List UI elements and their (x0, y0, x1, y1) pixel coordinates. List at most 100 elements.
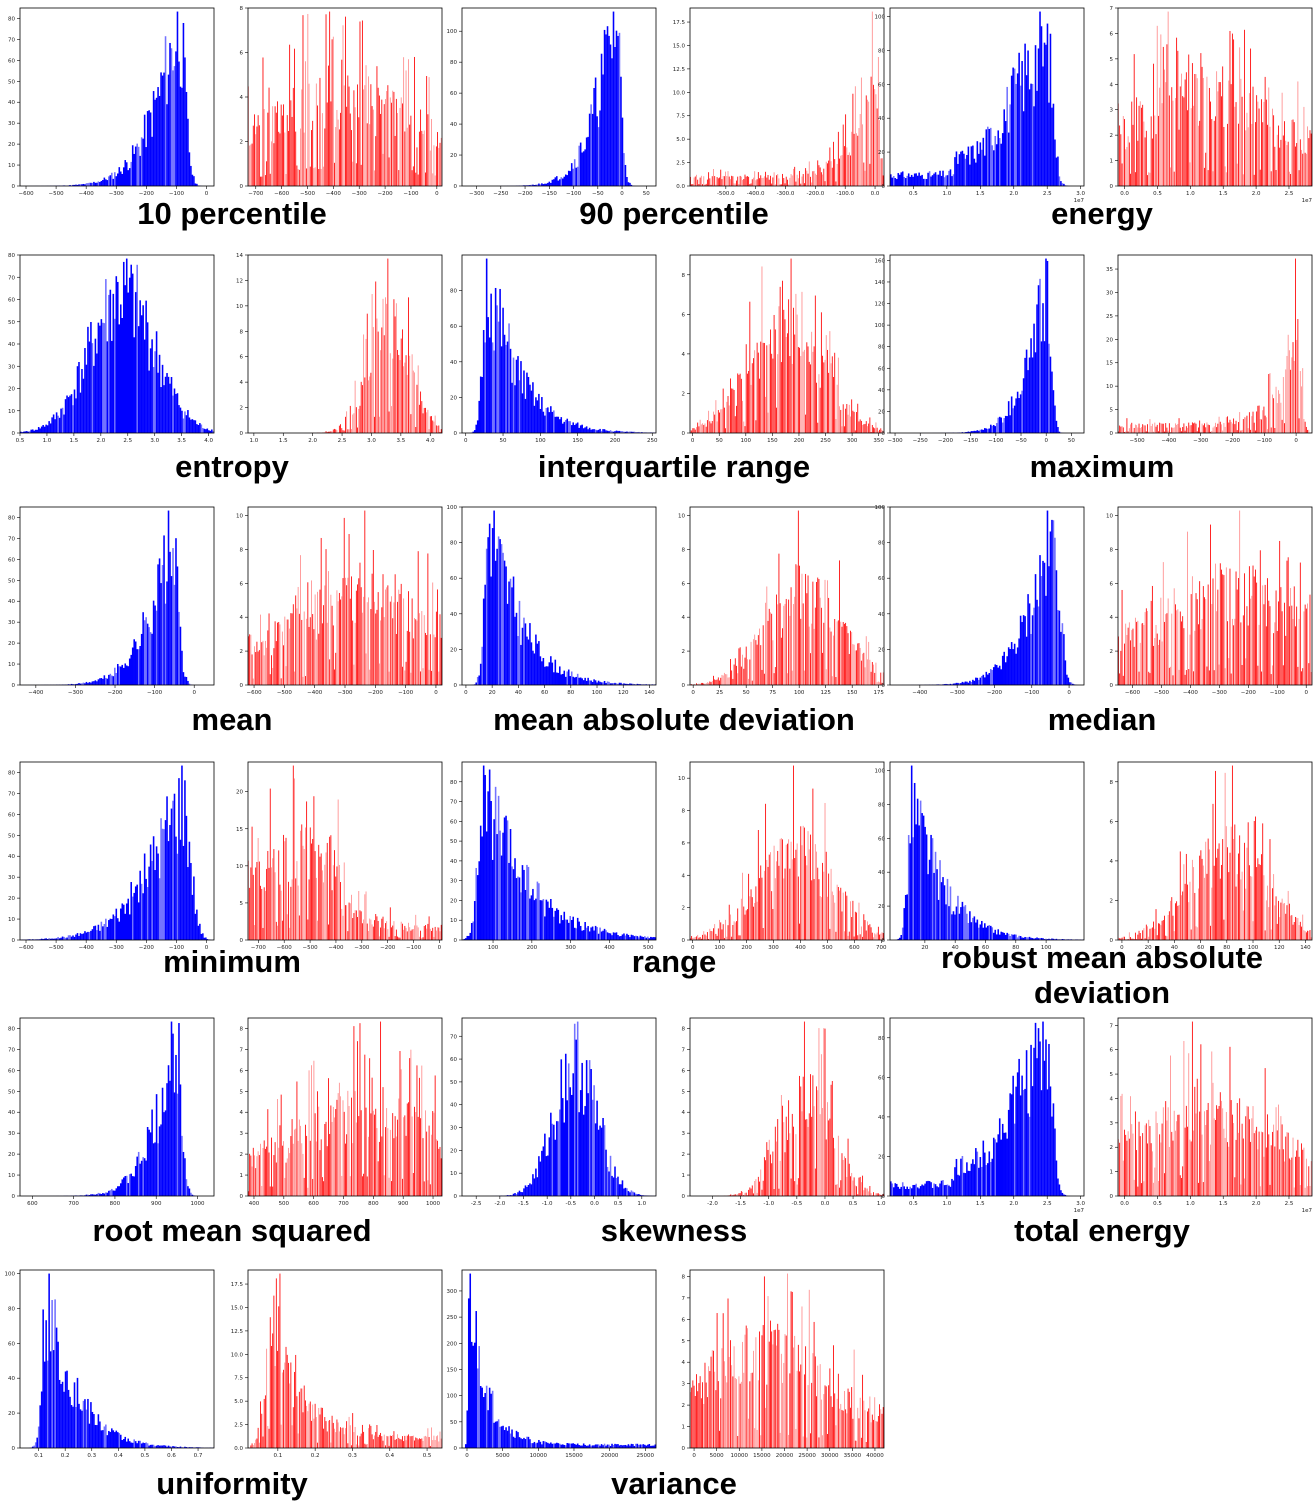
10-percentile-right-bar (315, 83, 317, 186)
median-right-xtick-label: 0 (1304, 690, 1308, 696)
range-right-xtick-label: 0 (691, 945, 695, 951)
mean-right-bar (440, 637, 442, 685)
mean-absolute-deviation-left-ytick-label: 40 (450, 612, 457, 618)
minimum-right-bar (319, 856, 321, 940)
mean-right-bar (307, 582, 309, 685)
minimum-left-ytick-label: 80 (8, 770, 15, 776)
energy-left-bar (1055, 157, 1058, 186)
skewness-left-bar (608, 1171, 610, 1196)
root-mean-squared-right-bar (428, 1125, 430, 1196)
interquartile-range-right-bar (753, 358, 754, 433)
mean-left-bar (169, 551, 171, 685)
minimum-right-bar (440, 924, 442, 940)
minimum-left-bar (117, 918, 119, 940)
energy-left-xtick-label: 1.0 (942, 191, 951, 197)
10-percentile-right-bar (422, 134, 424, 186)
root-mean-squared-left-bar (151, 1109, 153, 1196)
energy-right-bar (1144, 137, 1146, 186)
range-left-bar (633, 936, 636, 940)
range-right-bar (757, 830, 759, 940)
range-right-bar (711, 931, 713, 940)
interquartile-range-left-bar (530, 390, 533, 433)
minimum-right-bar (267, 850, 269, 940)
90-percentile-right-bar (777, 174, 779, 186)
interquartile-range-right-bar (717, 410, 719, 433)
90-percentile-right-bar (794, 166, 796, 186)
root-mean-squared-left-bar (166, 1083, 168, 1196)
minimum-left-bar (93, 926, 95, 940)
entropy-left-bar (64, 399, 67, 433)
mean-absolute-deviation-right-bar (814, 607, 816, 685)
root-mean-squared-left-bar (155, 1094, 158, 1196)
skewness-left-bar (635, 1193, 637, 1196)
minimum-right-bar (324, 864, 326, 940)
entropy-left-bar (72, 405, 74, 433)
entropy-right-bar (338, 425, 340, 433)
mean-absolute-deviation-right-bar (716, 679, 718, 685)
maximum-right-bar (1201, 423, 1203, 433)
robust-mean-absolute-deviation-right-bar (1189, 881, 1191, 940)
root-mean-squared-left-bar (139, 1163, 141, 1196)
median-left-bar (1043, 562, 1046, 685)
interquartile-range-left-xtick-label: 0 (464, 438, 468, 444)
minimum-right-bar (409, 927, 411, 940)
root-mean-squared-right-bar (280, 1094, 282, 1196)
minimum-right-bar (281, 920, 283, 940)
median-left-bar (961, 681, 964, 685)
interquartile-range-left-bar (493, 350, 495, 433)
energy-right-bar (1280, 139, 1282, 186)
skewness-left-xtick-label: -0.5 (565, 1201, 576, 1207)
entropy-right-bar (383, 335, 385, 433)
10-percentile-right-bar (249, 145, 251, 186)
range-left-ytick-label: 40 (450, 859, 457, 865)
minimum-right-bar (392, 925, 394, 940)
interquartile-range-right-bar (733, 389, 735, 433)
minimum-left-bar (145, 878, 147, 940)
minimum-right-bar (400, 921, 402, 940)
root-mean-squared-right-bar (363, 1173, 365, 1196)
skewness-right-bar (765, 1160, 767, 1196)
robust-mean-absolute-deviation-right-bar (1222, 839, 1224, 940)
maximum-right-bar (1187, 427, 1188, 433)
10-percentile-left-bar (127, 170, 130, 186)
mean-left-bar (148, 627, 150, 685)
90-percentile-left-bar (597, 127, 600, 186)
root-mean-squared-right-bar (337, 1093, 339, 1196)
energy-right-bar (1213, 120, 1215, 186)
entropy-right-bar (349, 405, 351, 433)
energy-left-bar (1018, 52, 1020, 186)
median-left-bar (1003, 651, 1005, 685)
entropy-right-bar (363, 334, 365, 433)
minimum-right-bar (372, 926, 374, 940)
root-mean-squared-left-bar (182, 1151, 185, 1196)
entropy-right-bar (360, 381, 362, 433)
robust-mean-absolute-deviation-left-bar (964, 905, 967, 940)
10-percentile-right-bar (347, 75, 349, 186)
median-right-bar (1162, 562, 1164, 685)
interquartile-range-right-bar (860, 420, 862, 433)
maximum-left-bar (1046, 260, 1049, 433)
median-right-bar (1268, 600, 1270, 685)
mean-absolute-deviation-right-bar (771, 613, 773, 685)
range-left-bar (544, 916, 546, 940)
median-right-bar (1193, 671, 1195, 685)
90-percentile-left-bar (606, 26, 609, 187)
entropy-left-bar (36, 429, 38, 433)
range-left-bar (564, 919, 567, 940)
90-percentile-right-bar (744, 174, 746, 186)
root-mean-squared-left-bar (172, 1033, 174, 1196)
median-right-bar (1307, 603, 1308, 685)
10-percentile-right-xtick-label: −100 (403, 191, 419, 197)
entropy-right-bar (389, 353, 391, 433)
mean-left-bar (152, 600, 155, 685)
10-percentile-right-bar (355, 163, 357, 186)
root-mean-squared-right-bar (400, 1069, 402, 1196)
skewness-right-bar (837, 1135, 839, 1196)
maximum-right-bar (1178, 418, 1180, 433)
10-percentile-left-bar (87, 183, 89, 186)
robust-mean-absolute-deviation-right-bar (1139, 933, 1141, 940)
10-percentile-right-bar (317, 105, 318, 186)
90-percentile-right-bar (699, 177, 701, 186)
energy-right-bar (1142, 104, 1144, 186)
root-mean-squared-right-bar (381, 1136, 383, 1196)
